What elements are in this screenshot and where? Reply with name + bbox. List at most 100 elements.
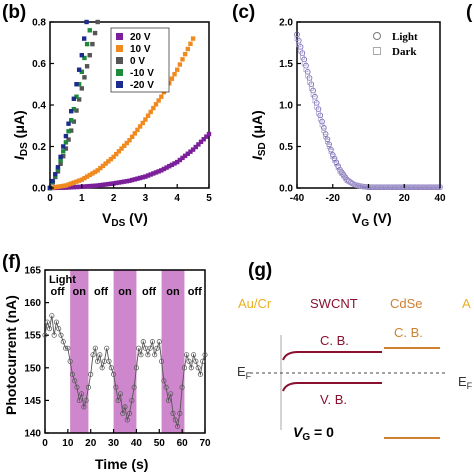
series-point <box>82 55 87 61</box>
series-point <box>167 164 172 169</box>
series-point <box>63 140 69 145</box>
y-tick-label: 2.0 <box>279 18 293 29</box>
photocurrent-point <box>156 339 162 345</box>
series-point <box>159 168 164 173</box>
y-tick-label: 0.4 <box>32 101 46 112</box>
series-point <box>172 161 177 166</box>
x-tick-label: 50 <box>154 438 166 449</box>
series-point <box>188 41 193 46</box>
photocurrent-point <box>193 358 199 364</box>
photocurrent-point <box>106 358 112 364</box>
legend-label: 20 V <box>130 32 151 43</box>
series-point <box>87 172 92 178</box>
photocurrent-point <box>76 397 82 403</box>
panel-f-state-labels: off on off on off on off <box>51 286 203 298</box>
cdse-label: CdSe <box>390 296 423 311</box>
x-tick-label: 0 <box>42 438 48 449</box>
photocurrent-point <box>95 358 101 364</box>
photocurrent-point <box>165 397 171 403</box>
series-point <box>137 124 143 129</box>
series-point <box>92 183 98 188</box>
series-point <box>90 183 95 189</box>
y-tick-label: 0.8 <box>32 18 46 29</box>
series-point <box>206 131 212 137</box>
series-point <box>71 119 77 124</box>
series-point-light <box>435 184 442 190</box>
series-point <box>106 159 111 164</box>
series-point-dark <box>296 42 302 48</box>
series-point <box>159 94 164 99</box>
panel-f-xlabel: Time (s) <box>95 456 148 472</box>
series-point <box>69 128 74 133</box>
y-tick-label: 1.5 <box>279 59 293 70</box>
x-tick-label: 0 <box>366 193 372 204</box>
gate-voltage-label: VG = 0 <box>293 424 334 443</box>
series-point <box>71 180 77 185</box>
series-point <box>108 156 114 162</box>
legend-label: -10 V <box>130 68 154 79</box>
series-point <box>111 154 116 160</box>
series-point <box>156 98 161 103</box>
series-point <box>84 19 89 25</box>
series-point <box>140 175 145 180</box>
series-point <box>53 184 58 190</box>
series-point-dark <box>307 79 312 85</box>
series-point <box>193 144 198 150</box>
series-point <box>124 178 130 184</box>
panel-b-ticks: 0 1 2 3 4 5 0.0 0.2 0.4 0.6 0.8 <box>32 18 212 205</box>
panel-label-cut: ( <box>466 2 473 23</box>
series-point <box>114 151 119 157</box>
photocurrent-point <box>97 352 103 358</box>
light-label: Light <box>49 274 76 286</box>
series-point <box>74 184 79 190</box>
series-point-dark <box>325 139 330 144</box>
series-point <box>145 173 151 178</box>
series-point <box>76 178 82 183</box>
y-tick-label: 0.0 <box>32 184 46 195</box>
band-diagram: Au/Cr SWCNT CdSe A C. B. V. B. EF EF C. … <box>237 296 473 443</box>
photocurrent-point <box>44 319 50 325</box>
legend-label: 10 V <box>130 44 151 55</box>
photocurrent-point <box>124 417 130 423</box>
series-point <box>76 184 82 190</box>
series-point <box>74 108 79 113</box>
x-tick-label: 40 <box>434 193 446 204</box>
series-point-dark <box>308 86 314 91</box>
cdse-cb-label: C. B. <box>394 325 423 340</box>
photocurrent-point <box>127 410 133 416</box>
panel-c-ticks: -40 -20 0 20 40 0.0 0.5 1.0 1.5 2.0 <box>279 18 446 205</box>
photocurrent-point <box>181 365 187 371</box>
series-point <box>116 180 122 185</box>
series-point <box>151 105 156 111</box>
series-point <box>103 182 108 187</box>
x-tick-label: 60 <box>177 438 189 449</box>
series-point <box>61 153 66 159</box>
swcnt-label: SWCNT <box>310 296 358 311</box>
series-point <box>69 118 74 123</box>
series-point <box>82 184 87 189</box>
light-state-label: off <box>142 286 156 298</box>
photocurrent-point <box>154 345 160 351</box>
photocurrent-point <box>163 384 169 390</box>
series-point <box>69 181 74 186</box>
series-point <box>124 140 130 146</box>
photocurrent-line <box>44 315 206 429</box>
series-point <box>135 127 140 133</box>
photocurrent-point <box>159 358 165 364</box>
x-tick-label: 5 <box>206 193 212 204</box>
photocurrent-point <box>72 378 78 384</box>
photocurrent-point <box>69 371 75 377</box>
series-point <box>116 149 122 154</box>
series-point <box>190 147 196 152</box>
series-point-dark <box>303 67 309 73</box>
series-point <box>79 177 84 182</box>
series-point <box>177 62 183 67</box>
panel-f-ticks: 0 10 20 30 40 50 60 70 140 145 150 155 160 165 <box>24 266 211 450</box>
photocurrent-point <box>67 358 73 364</box>
series-point <box>172 72 177 77</box>
series-point <box>63 133 69 139</box>
series-point <box>55 184 61 189</box>
legend-marker <box>116 69 123 76</box>
series-point <box>180 155 185 161</box>
series-point <box>119 179 124 185</box>
